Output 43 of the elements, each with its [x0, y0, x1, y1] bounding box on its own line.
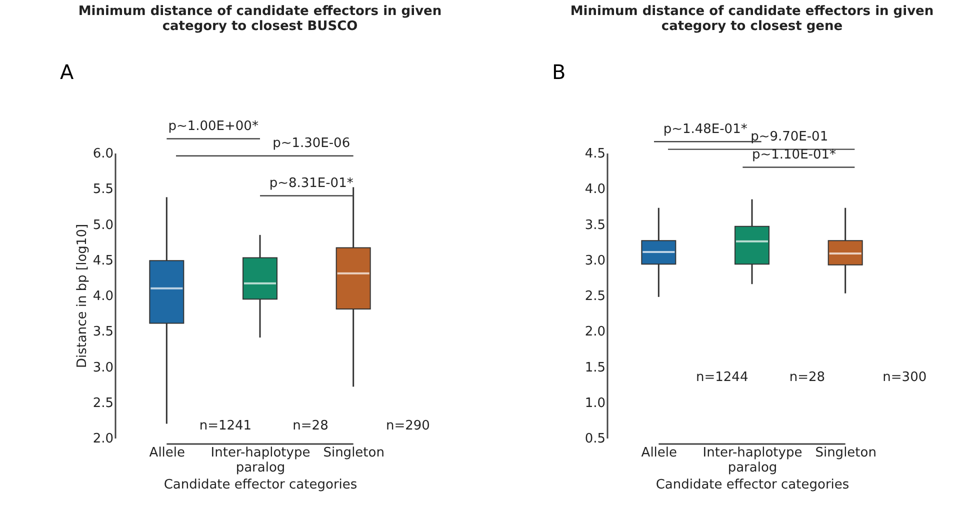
annotation: p~1.10E-01*: [752, 148, 837, 163]
x-tick-label: Allele: [641, 446, 678, 460]
y-tick-label: 2.0: [92, 432, 114, 446]
y-tick-label: 3.5: [584, 218, 606, 233]
y-tick-label: 4.0: [584, 182, 606, 198]
x-tick-label: Inter-haplotype paralog: [210, 446, 310, 476]
x-tick-label: Inter-haplotype paralog: [702, 446, 802, 476]
annotation: n=1244: [696, 370, 748, 385]
y-tick-label: 3.0: [584, 253, 606, 268]
x-axis-title: Candidate effector categories: [164, 478, 358, 492]
y-tick-label: 4.5: [584, 146, 606, 162]
y-tick-label: 4.0: [92, 289, 114, 304]
annotation: n=1241: [199, 418, 252, 434]
y-tick-label: 1.5: [584, 360, 606, 376]
annotation: n=28: [292, 418, 328, 434]
x-tick-label: Allele: [149, 446, 186, 460]
text: p~9.70E-01: [750, 130, 828, 145]
x-tick-label: Singleton: [815, 446, 876, 460]
annotation: n=28: [789, 370, 826, 385]
chart-title: Minimum distance of candidate effectors in given category to closest gene: [570, 4, 934, 34]
text: p~1.48E-01*: [663, 122, 748, 137]
text: p~1.30E-06: [272, 136, 350, 152]
y-tick-label: 3.5: [92, 324, 114, 340]
y-tick-label: 2.5: [584, 289, 606, 304]
text: n=290: [386, 418, 430, 434]
y-tick-label: 2.5: [92, 396, 114, 411]
y-tick-label: 2.0: [584, 324, 606, 340]
text: A: [60, 60, 74, 84]
annotation: p~8.31E-01*: [269, 176, 354, 192]
y-tick-label: 0.5: [584, 432, 606, 446]
y-tick-label: 3.0: [92, 360, 114, 376]
y-tick-label: 5.5: [92, 182, 114, 198]
y-tick-label: 6.0: [92, 146, 114, 162]
x-tick-label: Singleton: [323, 446, 384, 460]
text: B: [552, 60, 566, 84]
text: p~1.00E+00*: [168, 119, 259, 134]
annotation: n=300: [882, 370, 927, 385]
y-axis-title: Distance in bp [log10]: [74, 224, 90, 368]
chart-title: Minimum distance of candidate effectors in given category to closest BUSCO: [78, 4, 442, 34]
x-axis-title: Candidate effector categories: [656, 478, 850, 492]
y-tick-label: 1.0: [584, 396, 606, 411]
y-tick-label: 4.5: [92, 253, 114, 268]
y-tick-label: 5.0: [92, 218, 114, 233]
